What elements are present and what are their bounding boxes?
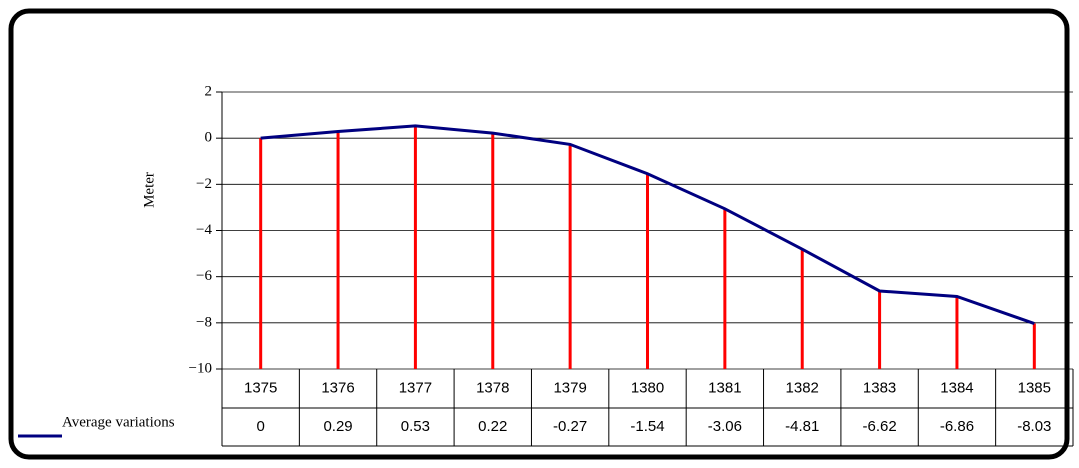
y-tick-label: −2 xyxy=(196,176,212,192)
table-value: -4.81 xyxy=(785,418,819,435)
x-tick-label: 1375 xyxy=(244,379,277,396)
x-tick-label: 1383 xyxy=(863,379,896,396)
frame xyxy=(8,8,1070,460)
y-axis-label: Meter xyxy=(141,172,157,208)
table-value: -0.27 xyxy=(553,418,587,435)
table-value: -8.03 xyxy=(1017,418,1051,435)
y-tick-label: −10 xyxy=(189,360,212,376)
table-value: 0.22 xyxy=(478,418,507,435)
y-tick-label: −6 xyxy=(196,268,212,284)
y-tick-label: 2 xyxy=(205,83,213,99)
y-tick-label: −8 xyxy=(196,314,212,330)
x-tick-label: 1379 xyxy=(553,379,586,396)
x-tick-label: 1378 xyxy=(476,379,509,396)
table-value: -6.62 xyxy=(862,418,896,435)
table-value: -6.86 xyxy=(940,418,974,435)
x-tick-label: 1377 xyxy=(399,379,432,396)
table-value: -3.06 xyxy=(708,418,742,435)
table-value: -1.54 xyxy=(630,418,664,435)
table-value: 0.29 xyxy=(323,418,352,435)
series-line xyxy=(260,124,1035,325)
x-tick-label: 1382 xyxy=(786,379,819,396)
table-value: 0.53 xyxy=(401,418,430,435)
table-value: 0 xyxy=(257,418,265,435)
x-tick-label: 1385 xyxy=(1018,379,1051,396)
x-tick-label: 1384 xyxy=(940,379,973,396)
x-tick-label: 1381 xyxy=(708,379,741,396)
y-tick-label: 0 xyxy=(205,130,213,146)
y-tick-label: −4 xyxy=(196,222,212,238)
x-tick-label: 1376 xyxy=(321,379,354,396)
x-tick-label: 1380 xyxy=(631,379,664,396)
legend-label: Average variations xyxy=(62,414,175,430)
